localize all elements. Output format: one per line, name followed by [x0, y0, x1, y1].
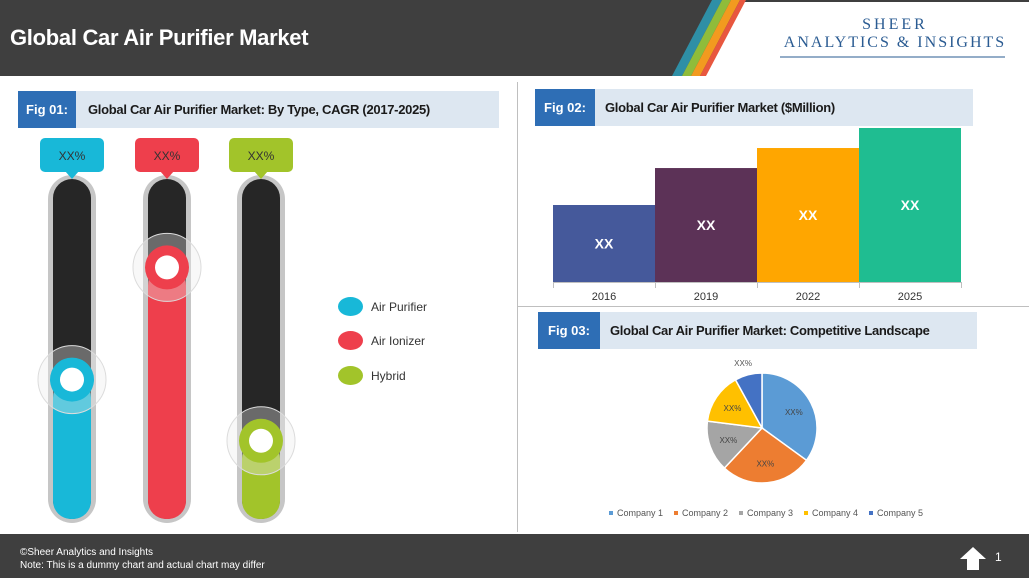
gauge-value-label: XX% [59, 149, 86, 163]
legend-marker [739, 511, 743, 515]
x-tick-label: 2019 [694, 291, 718, 303]
fig2-chart: XX 2016 XX 2019 XX 2022 XX 2025 [553, 128, 962, 303]
legend-marker [804, 511, 808, 515]
fig1-title: Global Car Air Purifier Market: By Type,… [88, 102, 430, 117]
fig3-header: Fig 03: Global Car Air Purifier Market: … [538, 312, 977, 349]
gauge-fill-Air Purifier [53, 379, 91, 519]
legend-company-4: Company 4 [804, 508, 858, 518]
logo-line1: SHEER [862, 16, 928, 33]
pie-data-label: XX% [719, 436, 737, 445]
x-tick-label: 2016 [592, 291, 616, 303]
bar-2016 [553, 205, 655, 282]
legend-label: Air Ionizer [371, 333, 426, 348]
legend-dot [338, 366, 363, 385]
legend-label: Air Purifier [371, 299, 428, 314]
fig2-title: Global Car Air Purifier Market ($Million… [605, 100, 835, 115]
fig2-tag: Fig 02: [535, 89, 595, 126]
gauge-callout-pointer [254, 171, 268, 179]
bar-data-label: XX [799, 207, 818, 223]
legend-company-3: Company 3 [739, 508, 793, 518]
legend-item-air-ionizer: Air Ionizer [338, 331, 425, 350]
gauge-callout [229, 138, 293, 172]
fig3-chart: XX% XX% XX% XX% XX% [706, 359, 818, 484]
horizontal-divider [518, 306, 1029, 307]
legend-dot [338, 297, 363, 316]
bar-data-label: XX [697, 217, 716, 233]
legend-label: Company 5 [877, 508, 924, 518]
fig1-header: Fig 01: Global Car Air Purifier Market: … [18, 91, 499, 128]
page-title: Global Car Air Purifier Market [10, 25, 309, 50]
gauge-callout [135, 138, 199, 172]
legend-marker [609, 511, 613, 515]
gauge-callout [40, 138, 104, 172]
legend-label: Company 1 [617, 508, 664, 518]
pie-data-label: XX% [785, 408, 803, 417]
legend-marker [869, 511, 873, 515]
footer-bar: ©Sheer Analytics and Insights Note: This… [0, 534, 1029, 578]
gauge-callout-pointer [160, 171, 174, 179]
copyright-text: ©Sheer Analytics and Insights [20, 547, 153, 558]
gauge-fill-Air Ionizer [148, 267, 186, 519]
legend-label: Company 2 [682, 508, 729, 518]
pie-slice-Company 4 [706, 378, 764, 429]
gauge-knob-center [60, 367, 84, 392]
legend-label: Company 4 [812, 508, 859, 518]
bar-2025 [859, 128, 961, 282]
pie-slice-Company 5 [734, 372, 763, 429]
pie-slice-Company 3 [706, 420, 764, 470]
x-tick-label: 2025 [898, 291, 922, 303]
disclaimer-text: Note: This is a dummy chart and actual c… [20, 560, 265, 571]
fig1-tag: Fig 01: [18, 91, 76, 128]
fig3-title: Global Car Air Purifier Market: Competit… [610, 323, 930, 338]
fig3-tag: Fig 03: [538, 312, 600, 349]
bar-2019 [655, 168, 757, 282]
pie-slice-Company 1 [761, 372, 818, 462]
gauge-value-label: XX% [154, 149, 181, 163]
pie-slice-Company 2 [723, 427, 808, 484]
home-up-arrow-icon[interactable] [960, 547, 986, 571]
vertical-divider [517, 82, 518, 532]
legend-label: Hybrid [371, 368, 406, 383]
fig1-chart: XX% XX% XX% [37, 138, 296, 523]
page-number: 1 [995, 550, 1002, 564]
legend-marker [674, 511, 678, 515]
pie-data-label: XX% [724, 404, 742, 413]
legend-company-2: Company 2 [674, 508, 728, 518]
gauge-callout-pointer [65, 171, 79, 179]
bar-2022 [757, 148, 859, 282]
legend-label: Company 3 [747, 508, 794, 518]
legend-item-hybrid: Hybrid [338, 366, 406, 385]
legend-dot [338, 331, 363, 350]
gauge-knob-center [249, 428, 273, 453]
bar-data-label: XX [595, 236, 614, 252]
bar-data-label: XX [901, 197, 920, 213]
pie-data-label: XX% [734, 359, 752, 368]
gauge-value-label: XX% [248, 149, 275, 163]
fig2-header: Fig 02: Global Car Air Purifier Market (… [535, 89, 973, 126]
logo-panel [672, 0, 1029, 76]
legend-item-air-purifier: Air Purifier [338, 297, 427, 316]
x-tick-label: 2022 [796, 291, 820, 303]
legend-company-1: Company 1 [609, 508, 663, 518]
pie-data-label: XX% [756, 460, 774, 469]
legend-company-5: Company 5 [869, 508, 923, 518]
gauge-knob-center [155, 255, 179, 280]
logo-line2: ANALYTICS & INSIGHTS [783, 34, 1007, 51]
